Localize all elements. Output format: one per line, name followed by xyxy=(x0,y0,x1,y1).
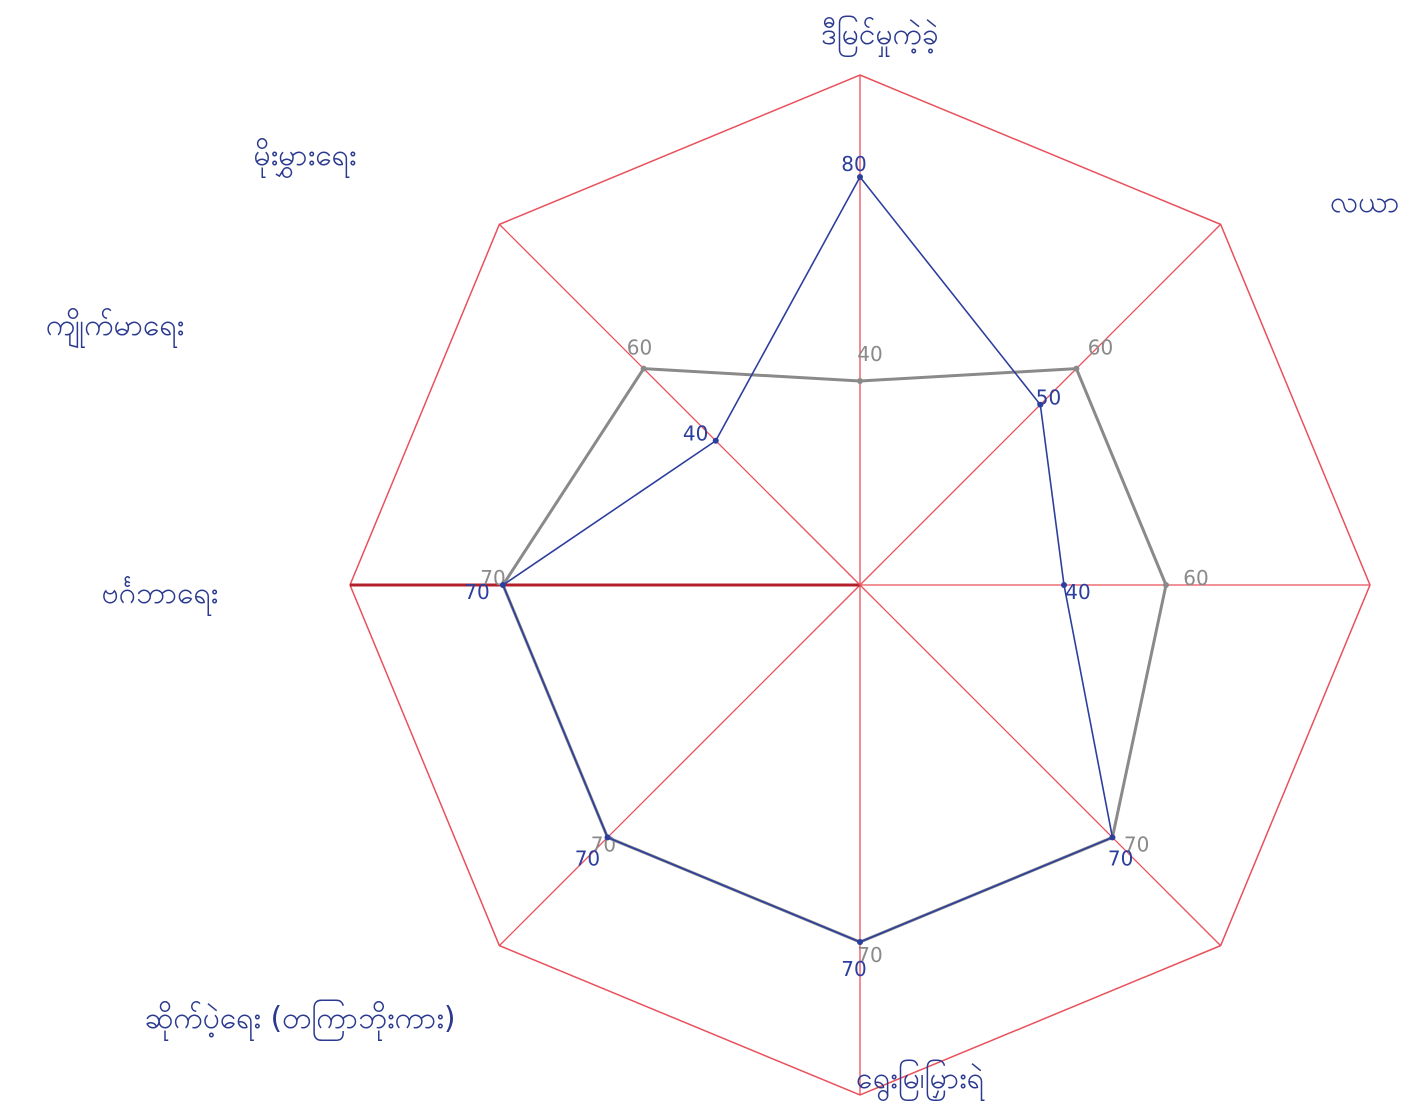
radar-spoke xyxy=(498,223,861,586)
value-label: 70 xyxy=(1108,847,1133,871)
value-label: 50 xyxy=(1036,386,1061,410)
axis-label: လယာ xyxy=(1330,185,1400,220)
radar-spoke xyxy=(859,584,1222,947)
value-label: 40 xyxy=(683,422,708,446)
series-point xyxy=(1073,365,1080,372)
axis-label: ကျိုက်မာရေး xyxy=(46,308,184,349)
value-label: 70 xyxy=(464,580,489,604)
axis-label: ရွေးမြ၊မြှားရဲ xyxy=(856,1059,986,1102)
value-label: 40 xyxy=(1065,580,1090,604)
series-point xyxy=(1109,834,1116,841)
value-label: 70 xyxy=(591,833,616,857)
series-point xyxy=(604,834,611,841)
series-point xyxy=(640,365,647,372)
axis-label: ဗင်္ဂဘာရေး xyxy=(102,576,219,617)
series-point xyxy=(500,582,506,588)
axis-label: ဒီမြင်မှုကဲ့ခဲ့ xyxy=(821,15,939,58)
value-label: 70 xyxy=(575,847,600,871)
value-label: 70 xyxy=(841,957,866,981)
value-label: 60 xyxy=(1088,335,1113,359)
series-point xyxy=(857,174,863,180)
series-point xyxy=(857,939,863,945)
value-label: 40 xyxy=(857,342,882,366)
series-point xyxy=(712,437,719,444)
series-point xyxy=(1061,582,1067,588)
series-point xyxy=(857,378,863,384)
series-line xyxy=(502,176,1114,943)
value-label: 80 xyxy=(841,152,866,176)
axis-label: မိုးမွှားရေး xyxy=(254,138,357,179)
value-label: 70 xyxy=(857,943,882,967)
radar-spoke xyxy=(498,584,861,947)
value-label: 60 xyxy=(627,335,652,359)
axis-label: ဆိုက်ပဲ့ရေး (တကြာဘိုးကား) xyxy=(144,999,455,1042)
value-label: 70 xyxy=(1124,833,1149,857)
value-label: 60 xyxy=(1183,566,1208,590)
series-point xyxy=(1037,401,1044,408)
series-point xyxy=(1163,582,1169,588)
